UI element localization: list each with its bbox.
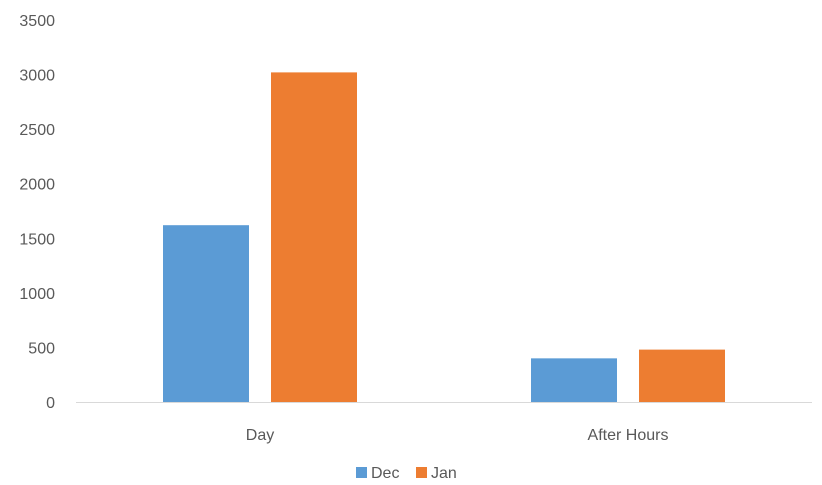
y-tick-label: 2500 xyxy=(19,122,55,139)
bars xyxy=(163,72,725,402)
bar-jan-day xyxy=(271,72,357,402)
x-category-label: Day xyxy=(246,427,274,444)
legend-label-jan: Jan xyxy=(431,465,457,482)
legend-label-dec: Dec xyxy=(371,465,399,482)
y-tick-label: 1000 xyxy=(19,286,55,303)
legend-swatch-dec xyxy=(356,467,367,478)
bar-jan-after-hours xyxy=(639,349,725,402)
category-labels: Day After Hours xyxy=(246,427,669,444)
legend: Dec Jan xyxy=(356,465,457,482)
bar-dec-day xyxy=(163,225,249,402)
y-tick-label: 2000 xyxy=(19,177,55,194)
y-tick-label: 0 xyxy=(46,395,55,412)
bar-dec-after-hours xyxy=(531,358,617,402)
y-axis-ticks: 0 500 1000 1500 2000 2500 3000 3500 xyxy=(19,13,55,412)
y-tick-label: 3500 xyxy=(19,13,55,30)
y-tick-label: 3000 xyxy=(19,68,55,85)
x-category-label: After Hours xyxy=(588,427,669,444)
legend-swatch-jan xyxy=(416,467,427,478)
y-tick-label: 500 xyxy=(28,340,55,357)
y-tick-label: 1500 xyxy=(19,231,55,248)
